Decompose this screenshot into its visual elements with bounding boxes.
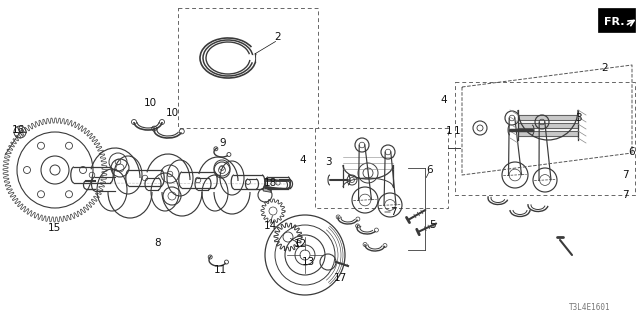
Bar <box>315 128 448 208</box>
Text: 3: 3 <box>324 157 332 167</box>
Text: 6: 6 <box>427 165 433 175</box>
Text: 13: 13 <box>301 257 315 267</box>
Text: T3L4E1601: T3L4E1601 <box>569 303 611 313</box>
Text: 2: 2 <box>275 32 282 42</box>
Text: 8: 8 <box>155 238 161 248</box>
Text: 6: 6 <box>628 147 636 157</box>
Text: 5: 5 <box>429 220 436 230</box>
Text: 1: 1 <box>454 126 460 136</box>
Text: 10: 10 <box>143 98 157 108</box>
Text: 14: 14 <box>264 221 276 231</box>
Text: 11: 11 <box>213 265 227 275</box>
Text: FR.: FR. <box>604 17 625 27</box>
Text: 7: 7 <box>621 170 628 180</box>
Bar <box>455 82 635 195</box>
Bar <box>263 186 272 192</box>
Text: 2: 2 <box>602 63 608 73</box>
Text: 18: 18 <box>264 178 276 188</box>
Text: 12: 12 <box>293 239 307 249</box>
Text: 1: 1 <box>445 126 452 136</box>
Text: 7: 7 <box>390 207 396 217</box>
Bar <box>178 8 318 128</box>
Text: 3: 3 <box>575 113 581 123</box>
Text: 9: 9 <box>220 138 227 148</box>
Text: 16: 16 <box>12 125 24 135</box>
Text: 7: 7 <box>621 190 628 200</box>
Text: 10: 10 <box>165 108 179 118</box>
Text: 4: 4 <box>300 155 307 165</box>
Text: 17: 17 <box>333 273 347 283</box>
Polygon shape <box>598 8 635 32</box>
Text: 15: 15 <box>47 223 61 233</box>
Text: 4: 4 <box>441 95 447 105</box>
